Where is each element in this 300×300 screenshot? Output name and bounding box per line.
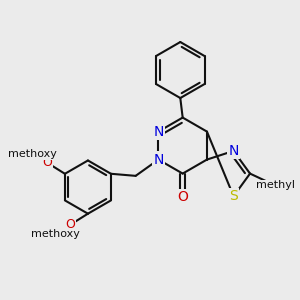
Text: O: O <box>65 218 75 231</box>
Text: N: N <box>228 144 239 158</box>
Text: S: S <box>229 189 238 203</box>
Text: O: O <box>177 190 188 204</box>
Text: N: N <box>153 153 164 166</box>
Text: N: N <box>153 124 164 139</box>
Text: O: O <box>42 156 52 169</box>
Text: methoxy: methoxy <box>32 229 80 239</box>
Text: methyl: methyl <box>256 181 295 190</box>
Text: methoxy: methoxy <box>8 149 57 159</box>
